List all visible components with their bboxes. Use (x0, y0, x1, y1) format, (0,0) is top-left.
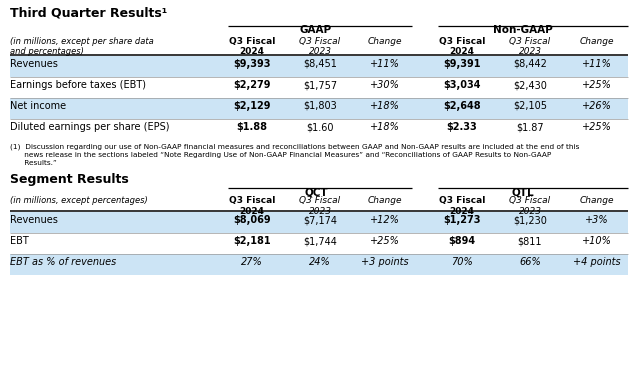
Text: Q3 Fiscal
2023: Q3 Fiscal 2023 (509, 196, 550, 216)
Text: Revenues: Revenues (10, 59, 58, 69)
Text: Q3 Fiscal
2024: Q3 Fiscal 2024 (439, 196, 485, 216)
Text: +3 points: +3 points (361, 257, 409, 267)
Text: 70%: 70% (451, 257, 473, 267)
Text: $2,105: $2,105 (513, 101, 547, 111)
Text: (in millions, except per share data
and percentages): (in millions, except per share data and … (10, 37, 154, 57)
Text: $9,393: $9,393 (233, 59, 271, 69)
Text: Change: Change (580, 196, 614, 205)
Text: Earnings before taxes (EBT): Earnings before taxes (EBT) (10, 80, 146, 90)
Text: 66%: 66% (519, 257, 541, 267)
Text: $3,034: $3,034 (444, 80, 481, 90)
Text: +18%: +18% (370, 122, 400, 132)
Bar (10, 212, 628, 233)
Text: 27%: 27% (241, 257, 263, 267)
Text: $2,181: $2,181 (233, 236, 271, 247)
Text: Third Quarter Results¹: Third Quarter Results¹ (10, 7, 167, 20)
Text: Change: Change (368, 196, 403, 205)
Text: $2,430: $2,430 (513, 80, 547, 90)
Text: Segment Results: Segment Results (10, 173, 129, 186)
Text: $8,442: $8,442 (513, 59, 547, 69)
Text: Change: Change (580, 37, 614, 46)
Text: +18%: +18% (370, 101, 400, 111)
Text: $1,757: $1,757 (303, 80, 337, 90)
Text: (in millions, except percentages): (in millions, except percentages) (10, 196, 148, 205)
Text: +25%: +25% (582, 122, 612, 132)
Text: $1.88: $1.88 (237, 122, 268, 132)
Text: +11%: +11% (582, 59, 612, 69)
Text: $894: $894 (449, 236, 476, 247)
Text: $2,129: $2,129 (233, 101, 271, 111)
Text: $2,279: $2,279 (233, 80, 271, 90)
Text: +4 points: +4 points (573, 257, 621, 267)
Text: Diluted earnings per share (EPS): Diluted earnings per share (EPS) (10, 122, 170, 132)
Text: +25%: +25% (582, 80, 612, 90)
Text: GAAP: GAAP (300, 25, 332, 35)
Text: Change: Change (368, 37, 403, 46)
Bar (10, 254, 628, 275)
Text: QCT: QCT (304, 187, 328, 198)
Text: Q3 Fiscal
2024: Q3 Fiscal 2024 (229, 37, 275, 57)
Text: $8,451: $8,451 (303, 59, 337, 69)
Text: $1.60: $1.60 (307, 122, 333, 132)
Bar (10, 98, 628, 118)
Text: $2.33: $2.33 (447, 122, 477, 132)
Text: +30%: +30% (370, 80, 400, 90)
Text: $1,230: $1,230 (513, 215, 547, 225)
Text: $1,273: $1,273 (444, 215, 481, 225)
Text: $7,174: $7,174 (303, 215, 337, 225)
Text: Results.”: Results.” (10, 159, 57, 166)
Text: +11%: +11% (370, 59, 400, 69)
Text: $2,648: $2,648 (443, 101, 481, 111)
Text: Q3 Fiscal
2023: Q3 Fiscal 2023 (300, 37, 340, 57)
Text: Q3 Fiscal
2023: Q3 Fiscal 2023 (509, 37, 550, 57)
Text: QTL: QTL (512, 187, 534, 198)
Text: Q3 Fiscal
2024: Q3 Fiscal 2024 (439, 37, 485, 57)
Text: Non-GAAP: Non-GAAP (493, 25, 553, 35)
Text: news release in the sections labeled “Note Regarding Use of Non-GAAP Financial M: news release in the sections labeled “No… (10, 152, 552, 158)
Bar (10, 56, 628, 77)
Text: $1,744: $1,744 (303, 236, 337, 247)
Text: 24%: 24% (309, 257, 331, 267)
Text: $9,391: $9,391 (444, 59, 481, 69)
Text: EBT: EBT (10, 236, 29, 247)
Text: (1)  Discussion regarding our use of Non-GAAP financial measures and reconciliat: (1) Discussion regarding our use of Non-… (10, 144, 579, 150)
Text: +12%: +12% (370, 215, 400, 225)
Text: Net income: Net income (10, 101, 66, 111)
Text: +25%: +25% (370, 236, 400, 247)
Text: Q3 Fiscal
2023: Q3 Fiscal 2023 (300, 196, 340, 216)
Text: Revenues: Revenues (10, 215, 58, 225)
Text: EBT as % of revenues: EBT as % of revenues (10, 257, 116, 267)
Text: +26%: +26% (582, 101, 612, 111)
Text: Q3 Fiscal
2024: Q3 Fiscal 2024 (229, 196, 275, 216)
Text: $1.87: $1.87 (516, 122, 544, 132)
Text: +10%: +10% (582, 236, 612, 247)
Text: +3%: +3% (585, 215, 609, 225)
Text: $1,803: $1,803 (303, 101, 337, 111)
Text: $811: $811 (518, 236, 542, 247)
Text: $8,069: $8,069 (233, 215, 271, 225)
